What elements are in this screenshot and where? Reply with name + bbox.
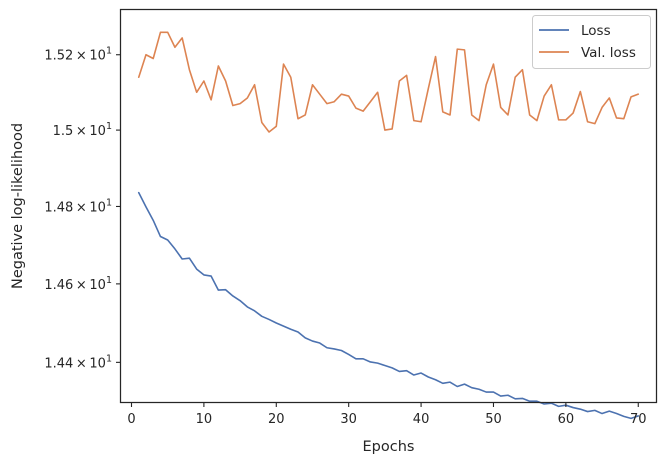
x-tick-label: 30 — [340, 412, 357, 427]
y-tick-exponent: 1 — [106, 46, 112, 57]
y-tick-label: 1.46 × 101 — [44, 275, 112, 293]
x-tick-label: 0 — [127, 412, 135, 427]
y-tick-exponent: 1 — [106, 121, 112, 132]
legend-label: Val. loss — [581, 45, 636, 61]
x-tick-label: 50 — [485, 412, 502, 427]
y-tick-mantissa: 1.46 — [44, 278, 73, 293]
y-tick-base: 10 — [89, 124, 106, 139]
y-tick-exponent: 1 — [106, 353, 112, 364]
y-axis-label: Negative log-likelihood — [10, 123, 26, 289]
y-tick-label: 1.48 × 101 — [44, 197, 112, 215]
series-layer — [137, 31, 640, 420]
legend: Loss Val. loss — [532, 15, 651, 69]
x-axis-label: Epochs — [363, 439, 415, 455]
y-tick-base: 10 — [89, 356, 106, 371]
y-tick-mantissa: 1.5 — [53, 124, 74, 139]
y-tick-base: 10 — [89, 200, 106, 215]
y-tick-exponent: 1 — [106, 275, 112, 286]
x-tick-label: 60 — [558, 412, 575, 427]
series-line-val-loss — [137, 31, 640, 133]
legend-box — [532, 15, 651, 69]
y-tick-label: 1.52 × 101 — [44, 46, 112, 64]
x-tick-label: 70 — [630, 412, 647, 427]
y-tick-exponent: 1 — [106, 197, 112, 208]
y-tick-label: 1.44 × 101 — [44, 353, 112, 371]
x-tick-label: 20 — [268, 412, 285, 427]
x-axis: 0 10 20 30 40 50 60 70 — [127, 402, 647, 427]
x-tick-label: 40 — [413, 412, 430, 427]
y-tick-base: 10 — [89, 49, 106, 64]
legend-label: Loss — [581, 23, 611, 39]
y-tick-mantissa: 1.48 — [44, 200, 73, 215]
y-tick-mantissa: 1.44 — [44, 356, 73, 371]
y-tick-base: 10 — [89, 278, 106, 293]
series-line-loss — [137, 191, 640, 420]
x-tick-label: 10 — [196, 412, 213, 427]
y-tick-label: 1.5 × 101 — [53, 121, 112, 139]
y-tick-mantissa: 1.52 — [44, 49, 73, 64]
